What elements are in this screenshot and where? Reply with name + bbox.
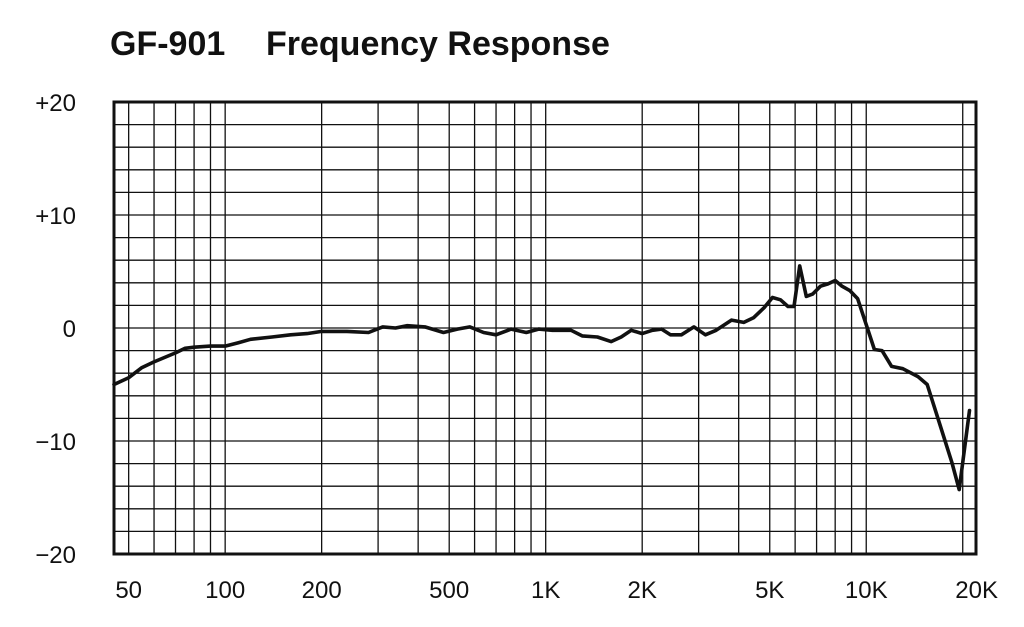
response-curve-point bbox=[793, 305, 795, 308]
response-curve-point bbox=[367, 331, 370, 334]
plot-grid bbox=[114, 102, 976, 554]
response-curve-point bbox=[237, 341, 240, 344]
response-curve-point bbox=[381, 326, 384, 328]
response-curve-point bbox=[596, 336, 599, 338]
response-curve-point bbox=[827, 283, 829, 285]
x-tick-label: 1K bbox=[531, 577, 560, 604]
response-curve-point bbox=[581, 335, 583, 337]
series-group bbox=[112, 264, 972, 492]
response-curve-point bbox=[406, 324, 409, 327]
response-curve-point bbox=[570, 329, 572, 332]
response-curve-point bbox=[834, 279, 836, 282]
response-curve-point bbox=[939, 424, 941, 427]
response-curve-point bbox=[469, 326, 471, 328]
chart-title-name: Frequency Response bbox=[266, 25, 610, 63]
response-curve-point bbox=[394, 327, 397, 329]
response-curve-point bbox=[551, 329, 554, 332]
y-tick-label: −20 bbox=[35, 542, 76, 569]
y-tick-label: −10 bbox=[35, 429, 76, 456]
response-curve-point bbox=[193, 346, 195, 349]
response-curve-point bbox=[865, 323, 867, 326]
response-curve-point bbox=[841, 285, 843, 288]
x-tick-label: 100 bbox=[205, 577, 245, 604]
response-curve-point bbox=[730, 319, 733, 321]
response-curve-point bbox=[693, 326, 695, 328]
response-curve-point bbox=[856, 297, 859, 300]
y-tick-label: +20 bbox=[35, 90, 76, 117]
response-curve-point bbox=[510, 328, 512, 330]
response-curve-point bbox=[153, 361, 155, 363]
response-curve-point bbox=[495, 334, 497, 336]
x-tick-label: 2K bbox=[628, 577, 657, 604]
response-curve-point bbox=[209, 345, 212, 347]
x-tick-label: 50 bbox=[115, 577, 142, 604]
response-curve-point bbox=[141, 366, 143, 369]
response-curve-point bbox=[968, 409, 971, 412]
response-curve-point bbox=[926, 383, 928, 386]
response-curve-point bbox=[641, 332, 643, 335]
response-curve-point bbox=[537, 328, 540, 330]
response-curve-point bbox=[779, 299, 782, 301]
response-curve-point bbox=[127, 376, 130, 379]
response-curve-point bbox=[174, 352, 177, 354]
response-curve-point bbox=[805, 295, 808, 298]
response-curve-point bbox=[482, 331, 485, 334]
response-curve-point bbox=[958, 488, 960, 491]
x-tick-labels: 50 100 200 500 1K 2K 5K 10K 20K bbox=[115, 577, 998, 604]
plot-frame bbox=[112, 100, 978, 556]
response-curve-point bbox=[224, 345, 226, 347]
response-curve-point bbox=[306, 332, 308, 335]
response-curve-point bbox=[811, 293, 814, 295]
response-curve-point bbox=[819, 285, 822, 288]
response-curve-point bbox=[320, 330, 323, 333]
response-curve-point bbox=[610, 340, 612, 343]
response-curve-point bbox=[704, 334, 707, 336]
response-curve-point bbox=[271, 336, 273, 338]
chart-title-model: GF-901 bbox=[110, 25, 225, 63]
response-curve-point bbox=[752, 317, 755, 319]
response-curve-point bbox=[113, 383, 115, 386]
response-curve-point bbox=[184, 347, 186, 350]
response-curve-point bbox=[669, 334, 672, 336]
response-curve-point bbox=[424, 326, 426, 328]
response-curve-point bbox=[873, 348, 876, 351]
response-curve-point bbox=[620, 336, 622, 338]
x-tick-label: 200 bbox=[302, 577, 342, 604]
response-curve-point bbox=[951, 461, 953, 464]
response-curve-point bbox=[680, 334, 683, 336]
y-tick-labels: +20 +10 0 −10 −20 bbox=[35, 90, 76, 569]
response-curve-point bbox=[456, 328, 459, 330]
response-curve-point bbox=[651, 329, 654, 332]
response-curve-point bbox=[289, 334, 292, 336]
response-curve-point bbox=[849, 289, 851, 292]
response-curve-point bbox=[715, 329, 717, 332]
x-tick-label: 10K bbox=[845, 577, 888, 604]
response-curve-point bbox=[763, 306, 765, 309]
response-curve-point bbox=[881, 349, 883, 352]
response-curve-point bbox=[890, 365, 893, 368]
response-curve-point bbox=[249, 338, 252, 341]
response-curve-point bbox=[787, 305, 789, 308]
response-curve-point bbox=[442, 331, 445, 334]
response-curve-point bbox=[346, 330, 348, 333]
response-curve-point bbox=[917, 375, 919, 378]
response-curve-point bbox=[743, 321, 745, 324]
response-curve-point bbox=[771, 296, 774, 299]
response-curve-point bbox=[630, 329, 633, 332]
x-tick-label: 500 bbox=[429, 577, 469, 604]
response-curve-point bbox=[902, 367, 904, 370]
response-curve-line bbox=[112, 264, 972, 492]
y-tick-label: +10 bbox=[35, 203, 76, 230]
x-tick-label: 20K bbox=[955, 577, 998, 604]
y-tick-label: 0 bbox=[63, 316, 76, 343]
response-curve-point bbox=[525, 331, 528, 334]
response-curve-point bbox=[660, 328, 663, 330]
chart-title: GF-901 Frequency Response bbox=[110, 25, 610, 63]
x-tick-label: 5K bbox=[755, 577, 784, 604]
response-curve-point bbox=[798, 265, 801, 267]
